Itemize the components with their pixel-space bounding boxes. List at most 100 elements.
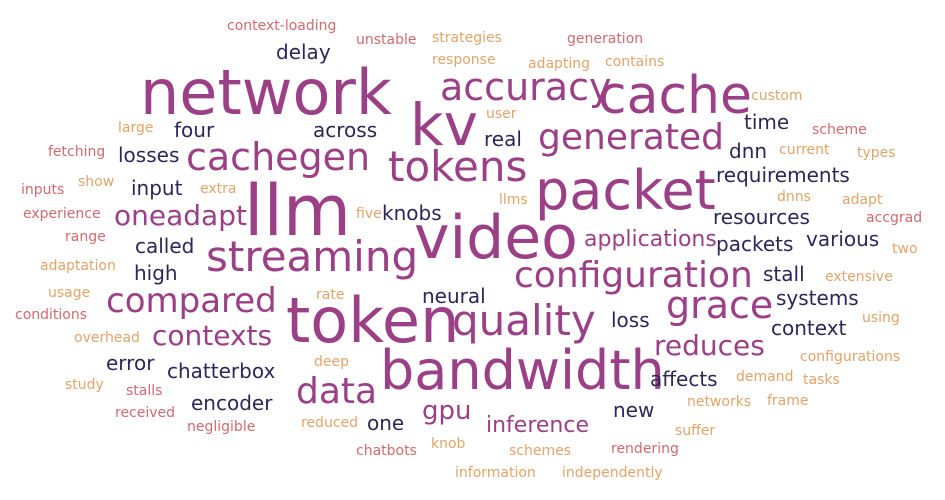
word-data: data bbox=[296, 371, 378, 412]
word-high: high bbox=[134, 261, 178, 285]
word-systems: systems bbox=[776, 286, 859, 310]
word-loss: loss bbox=[611, 308, 650, 332]
word-four: four bbox=[174, 118, 215, 142]
word-show: show bbox=[78, 174, 115, 190]
word-extensive: extensive bbox=[825, 269, 893, 285]
word-inference: inference bbox=[486, 413, 590, 438]
word-strategies: strategies bbox=[432, 30, 502, 46]
word-five: five bbox=[356, 206, 382, 222]
word-llm: llm bbox=[244, 170, 352, 252]
word-fetching: fetching bbox=[48, 144, 106, 160]
word-context-loading: context-loading bbox=[227, 18, 337, 34]
word-inputs: inputs bbox=[21, 182, 65, 198]
word-stall: stall bbox=[763, 262, 805, 286]
word-contexts: contexts bbox=[152, 319, 273, 352]
word-chatbots: chatbots bbox=[356, 443, 417, 459]
word-accgrad: accgrad bbox=[866, 210, 923, 226]
word-accuracy: accuracy bbox=[440, 65, 612, 109]
word-affects: affects bbox=[650, 367, 718, 391]
word-negligible: negligible bbox=[187, 419, 256, 435]
word-neural: neural bbox=[422, 284, 486, 308]
word-unstable: unstable bbox=[356, 32, 417, 48]
word-token: token bbox=[286, 284, 460, 357]
word-real: real bbox=[484, 127, 522, 151]
word-dnns: dnns bbox=[777, 189, 811, 205]
word-resources: resources bbox=[713, 205, 810, 229]
word-types: types bbox=[857, 145, 896, 161]
word-chatterbox: chatterbox bbox=[167, 359, 276, 383]
word-study: study bbox=[65, 377, 104, 393]
word-called: called bbox=[135, 234, 195, 258]
word-adaptation: adaptation bbox=[40, 258, 116, 274]
word-input: input bbox=[131, 176, 183, 200]
word-cachegen: cachegen bbox=[186, 135, 371, 179]
word-knobs: knobs bbox=[382, 201, 442, 225]
word-generated: generated bbox=[538, 117, 724, 158]
word-user: user bbox=[486, 106, 517, 122]
word-quality: quality bbox=[452, 296, 596, 345]
word-llms: llms bbox=[499, 192, 528, 208]
word-error: error bbox=[106, 351, 155, 375]
word-large: large bbox=[118, 120, 154, 136]
word-packet: packet bbox=[535, 159, 716, 222]
word-video: video bbox=[414, 203, 578, 273]
word-current: current bbox=[779, 142, 830, 158]
word-requirements: requirements bbox=[716, 163, 850, 187]
word-custom: custom bbox=[751, 88, 803, 104]
word-received: received bbox=[115, 405, 176, 421]
word-rate: rate bbox=[316, 287, 345, 303]
word-reduces: reduces bbox=[654, 329, 765, 362]
word-context: context bbox=[771, 316, 847, 340]
word-networks: networks bbox=[687, 394, 752, 410]
word-bandwidth: bandwidth bbox=[380, 339, 665, 402]
word-configuration: configuration bbox=[514, 255, 753, 296]
word-one: one bbox=[367, 411, 405, 435]
word-generation: generation bbox=[567, 31, 644, 47]
word-scheme: scheme bbox=[812, 122, 867, 138]
word-configurations: configurations bbox=[800, 349, 901, 365]
word-adapting: adapting bbox=[528, 56, 591, 72]
word-frame: frame bbox=[767, 393, 809, 409]
word-network: network bbox=[140, 56, 392, 129]
word-losses: losses bbox=[118, 143, 180, 167]
word-conditions: conditions bbox=[15, 307, 88, 323]
word-reduced: reduced bbox=[301, 415, 359, 431]
word-knob: knob bbox=[431, 436, 466, 452]
word-dnn: dnn bbox=[729, 139, 768, 163]
word-demand: demand bbox=[736, 369, 794, 385]
word-kv: kv bbox=[410, 91, 478, 159]
word-response: response bbox=[432, 52, 496, 68]
word-adapt: adapt bbox=[842, 192, 883, 208]
word-information: information bbox=[455, 465, 536, 481]
word-streaming: streaming bbox=[206, 232, 419, 281]
word-tasks: tasks bbox=[803, 372, 840, 388]
word-suffer: suffer bbox=[675, 423, 716, 439]
word-deep: deep bbox=[314, 354, 349, 370]
word-range: range bbox=[65, 229, 106, 245]
word-packets: packets bbox=[716, 232, 794, 256]
word-schemes: schemes bbox=[509, 443, 572, 459]
word-stalls: stalls bbox=[126, 383, 163, 399]
word-independently: independently bbox=[562, 465, 663, 481]
word-encoder: encoder bbox=[191, 391, 273, 415]
word-contains: contains bbox=[605, 54, 665, 70]
word-extra: extra bbox=[200, 181, 237, 197]
word-delay: delay bbox=[276, 40, 331, 64]
word-new: new bbox=[613, 398, 655, 422]
word-usage: usage bbox=[48, 285, 91, 301]
word-rendering: rendering bbox=[611, 441, 679, 457]
word-grace: grace bbox=[666, 283, 774, 327]
word-cache: cache bbox=[598, 66, 752, 126]
word-applications: applications bbox=[584, 227, 717, 252]
word-two: two bbox=[892, 241, 918, 257]
word-compared: compared bbox=[106, 281, 277, 321]
word-various: various bbox=[806, 227, 880, 251]
word-gpu: gpu bbox=[422, 396, 472, 426]
word-experience: experience bbox=[23, 206, 101, 222]
word-across: across bbox=[313, 118, 378, 142]
word-oneadapt: oneadapt bbox=[114, 199, 247, 232]
word-tokens: tokens bbox=[388, 142, 528, 191]
word-time: time bbox=[744, 110, 790, 134]
word-overhead: overhead bbox=[74, 330, 140, 346]
